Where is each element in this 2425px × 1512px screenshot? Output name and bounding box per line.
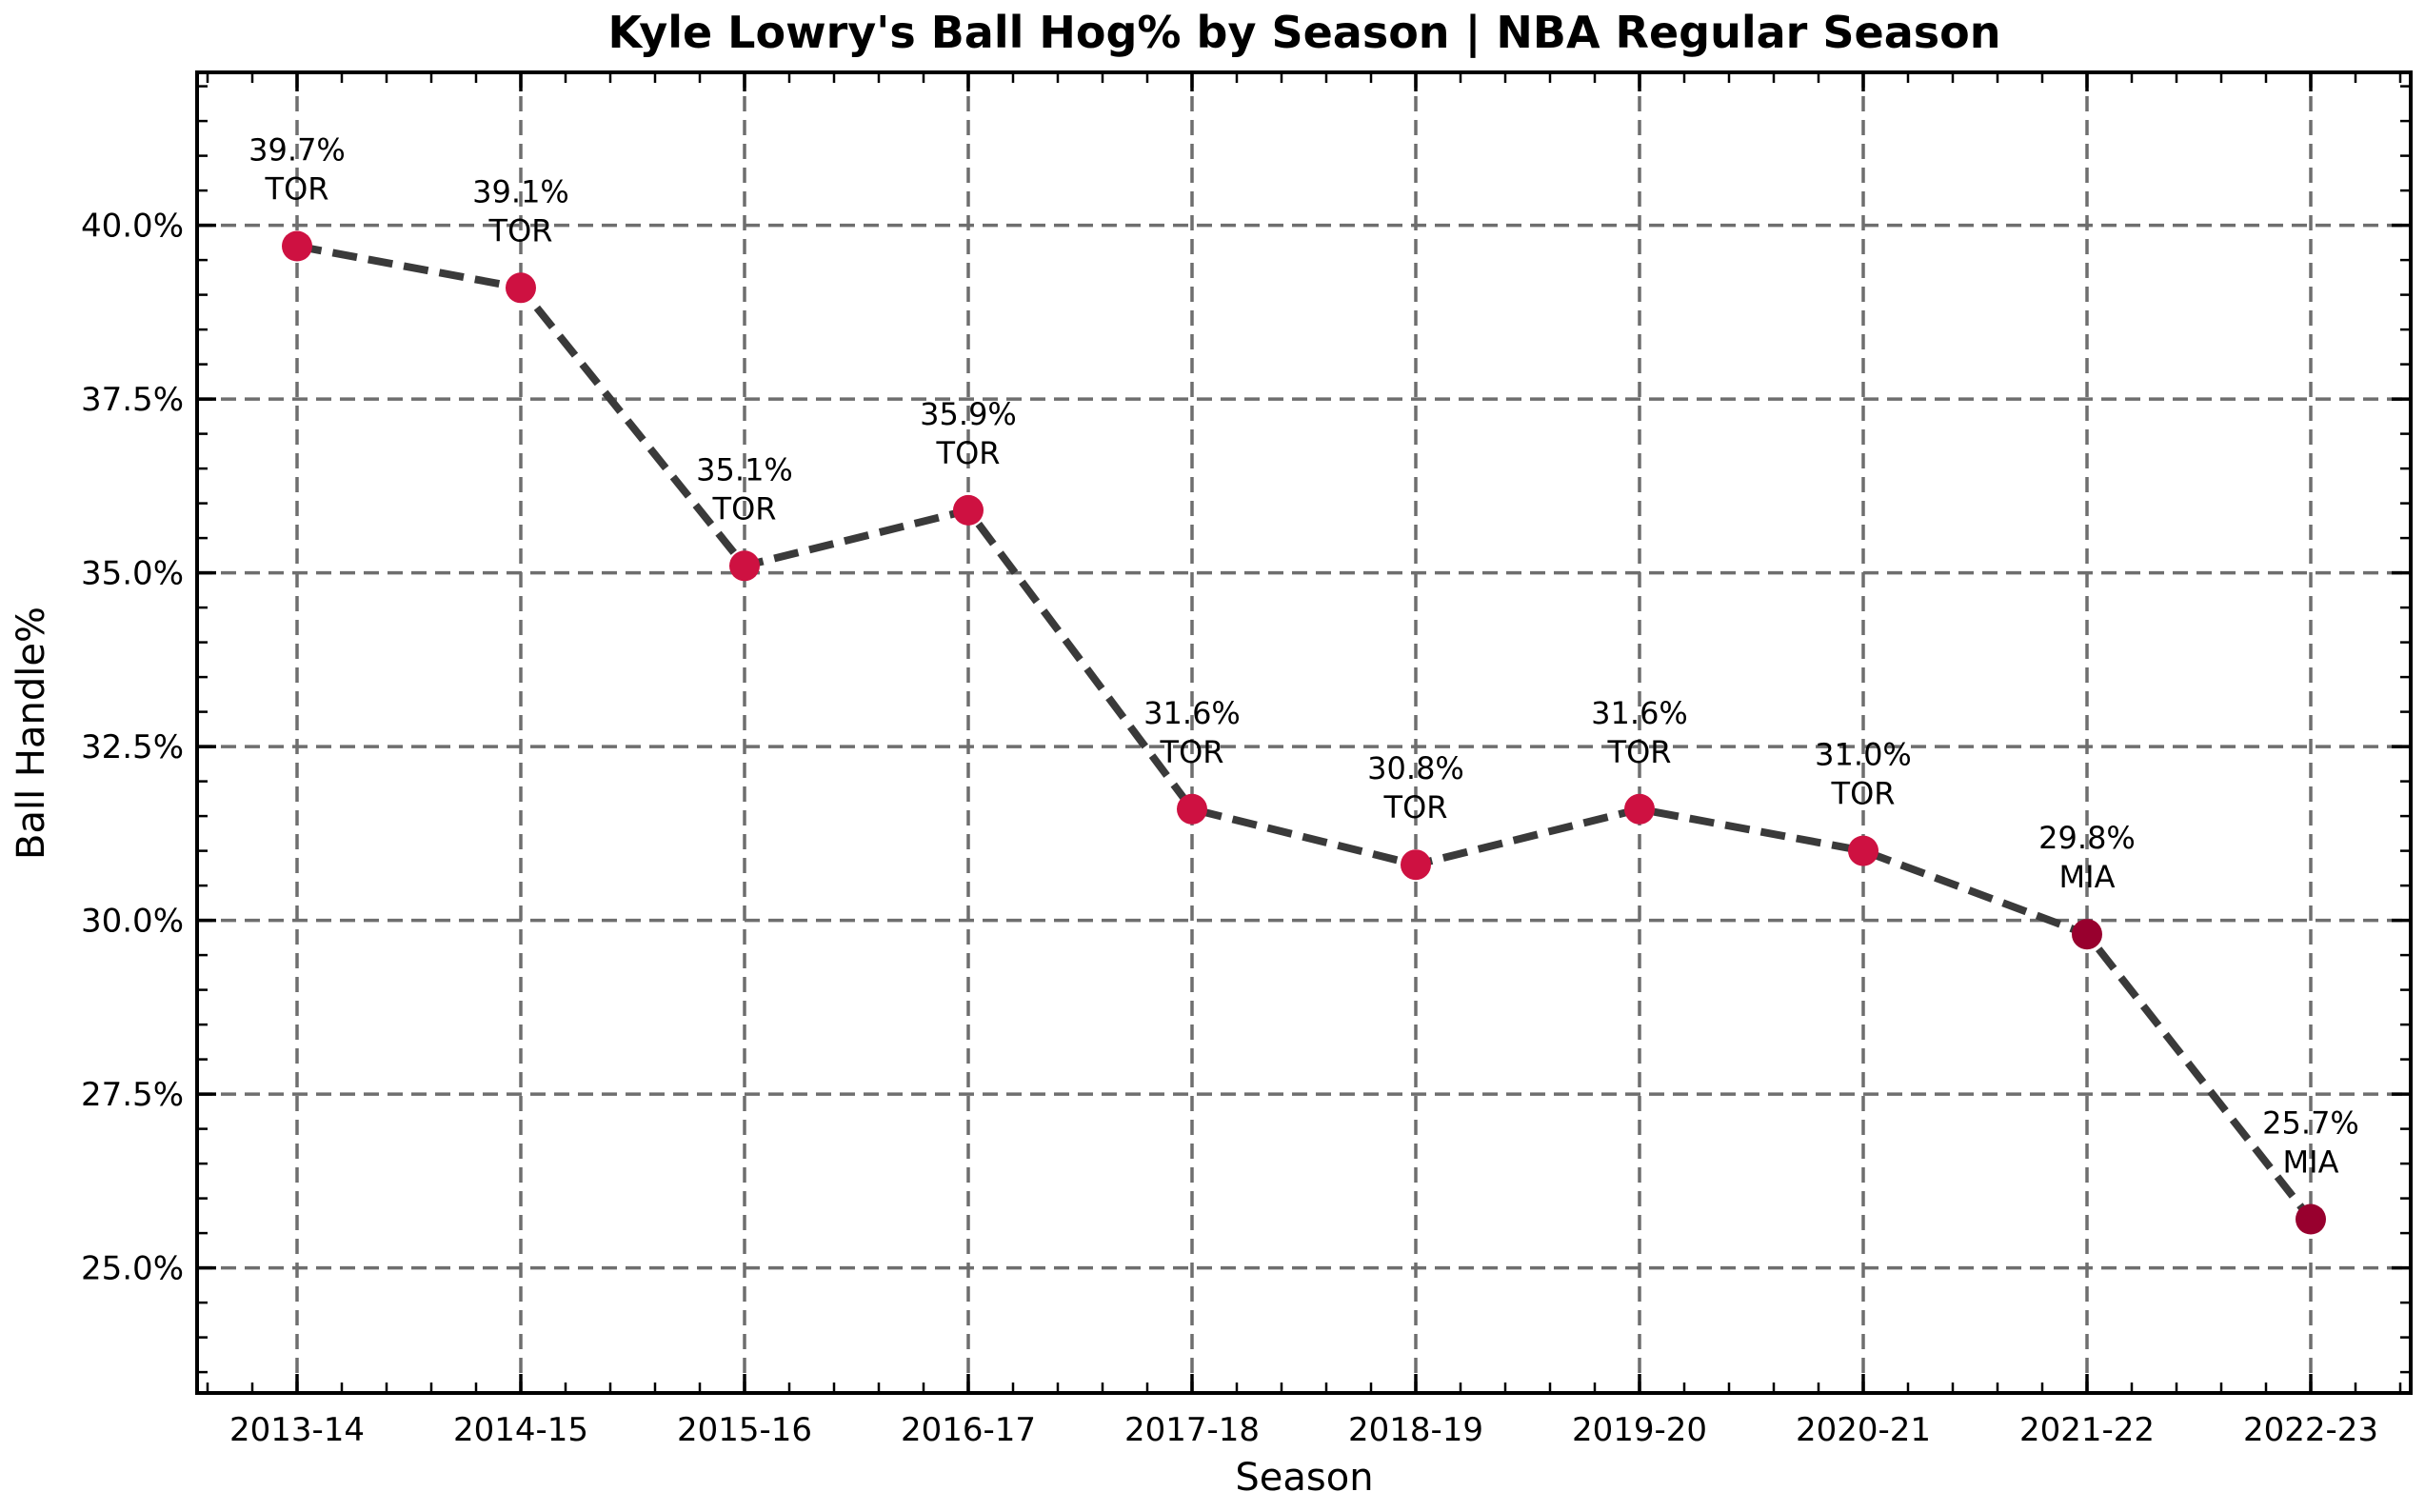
data-point [729, 550, 760, 582]
data-label-value: 35.1% [696, 451, 793, 487]
data-label-value: 25.7% [2262, 1105, 2359, 1142]
y-tick-label: 37.5% [81, 381, 184, 419]
data-point [2072, 919, 2102, 950]
data-point [1177, 793, 1207, 825]
x-tick-label: 2016-17 [901, 1411, 1036, 1449]
data-point [506, 272, 536, 304]
data-label-value: 29.8% [2038, 820, 2136, 856]
y-tick-label: 30.0% [81, 903, 184, 941]
data-label-value: 39.7% [248, 132, 346, 169]
x-tick-label: 2021-22 [2019, 1411, 2155, 1449]
data-label-value: 35.9% [920, 396, 1017, 432]
data-point [1624, 793, 1655, 825]
grid-layer [197, 72, 2411, 1393]
x-tick-label: 2022-23 [2243, 1411, 2378, 1449]
data-point [953, 494, 984, 526]
tick-layer [197, 72, 2411, 1393]
data-label-team: TOR [712, 490, 777, 527]
series-layer [282, 230, 2326, 1235]
series-line [296, 242, 2315, 1222]
x-tick-label: 2019-20 [1572, 1411, 1707, 1449]
plot-frame [195, 70, 2413, 1395]
data-label-value: 31.0% [1815, 737, 1912, 773]
data-label-value: 31.6% [1591, 695, 1688, 731]
data-label-team: TOR [1383, 789, 1448, 826]
data-label-team: TOR [1607, 734, 1672, 770]
y-axis-label: Ball Handle% [10, 607, 53, 860]
x-tick-label: 2013-14 [229, 1411, 365, 1449]
data-label-team: TOR [1831, 776, 1896, 812]
data-label-team: MIA [2059, 859, 2116, 895]
x-tick-label: 2014-15 [453, 1411, 588, 1449]
x-tick-label: 2018-19 [1348, 1411, 1483, 1449]
x-tick-label: 2017-18 [1124, 1411, 1260, 1449]
data-label-value: 30.8% [1367, 750, 1464, 786]
data-point [1401, 849, 1431, 881]
label-layer: 2013-14 2014-15 2015-16 2016-17 2017-18 2018-… [81, 132, 2378, 1450]
data-label-team: MIA [2283, 1144, 2339, 1181]
y-tick-label: 25.0% [81, 1250, 184, 1288]
data-label-team: TOR [488, 212, 553, 249]
data-point [2296, 1204, 2326, 1235]
data-label-value: 39.1% [472, 173, 569, 209]
y-tick-label: 32.5% [81, 728, 184, 766]
data-label-team: TOR [1160, 734, 1224, 770]
data-label-team: TOR [936, 435, 1001, 471]
y-tick-label: 40.0% [81, 208, 184, 246]
y-tick-label: 35.0% [81, 555, 184, 593]
data-point [282, 230, 312, 262]
y-tick-label: 27.5% [81, 1076, 184, 1114]
data-point [1848, 835, 1878, 866]
x-tick-label: 2020-21 [1796, 1411, 1931, 1449]
x-tick-label: 2015-16 [677, 1411, 812, 1449]
data-label-value: 31.6% [1143, 695, 1241, 731]
chart-title: Kyle Lowry's Ball Hog% by Season | NBA R… [608, 7, 2001, 59]
data-label-team: TOR [265, 171, 329, 208]
x-axis-label: Season [1235, 1456, 1373, 1500]
